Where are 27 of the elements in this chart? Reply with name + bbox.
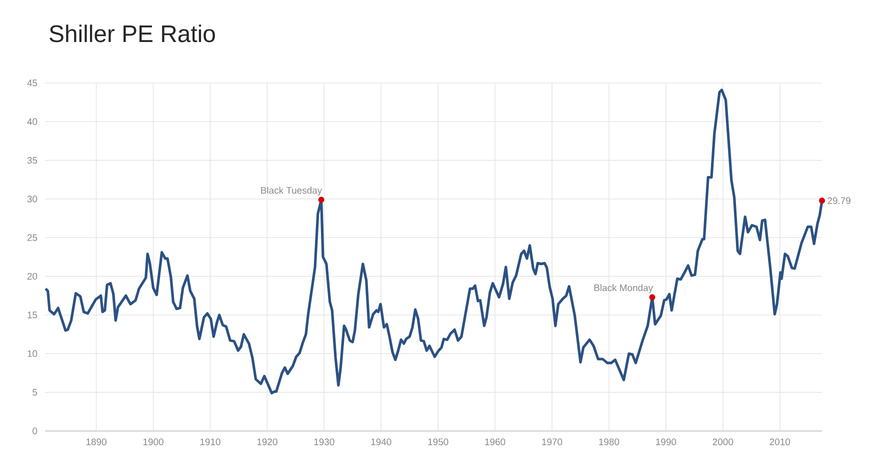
y-tick-label: 40 — [27, 118, 38, 126]
x-tick-label: 1930 — [314, 438, 334, 446]
y-tick-label: 15 — [28, 312, 38, 318]
annotation: 29.79 — [828, 197, 850, 204]
x-tick-label: 1890 — [86, 438, 106, 446]
x-tick-label: 1960 — [485, 438, 506, 446]
x-tick-label: 1940 — [371, 438, 392, 446]
y-tick-label: 30 — [27, 196, 38, 202]
annotation: Black Tuesday — [261, 186, 322, 196]
y-tick-label: 20 — [27, 272, 38, 280]
y-tick-label: 5 — [32, 389, 38, 396]
x-tick-label: 1980 — [599, 438, 620, 446]
y-tick-label: 10 — [28, 350, 38, 358]
chart-title: Shiller PE Ratio — [50, 24, 215, 42]
x-tick-label: 2010 — [770, 438, 790, 446]
x-tick-label: 1950 — [428, 438, 448, 446]
annotation: Black Monday — [594, 284, 654, 294]
y-tick-label: 0 — [32, 428, 38, 434]
x-tick-label: 1910 — [200, 438, 220, 446]
y-tick-label: 45 — [27, 80, 38, 86]
x-tick-label: 1920 — [257, 438, 278, 446]
y-tick-label: 35 — [27, 156, 38, 164]
x-tick-label: 1990 — [656, 438, 676, 446]
x-tick-label: 2000 — [712, 438, 734, 446]
x-tick-label: 1970 — [542, 438, 562, 446]
x-tick-label: 1900 — [143, 438, 164, 446]
y-tick-label: 25 — [27, 234, 38, 242]
